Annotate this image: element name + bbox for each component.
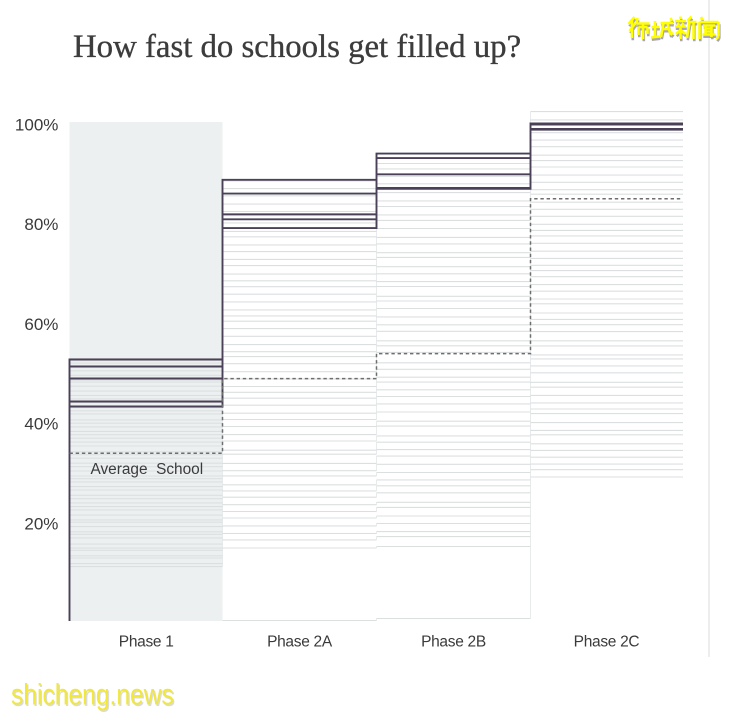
svg-text:Phase 2C: Phase 2C [574, 634, 640, 651]
svg-text:100%: 100% [15, 115, 58, 134]
svg-text:Phase 1: Phase 1 [119, 634, 174, 651]
svg-text:40%: 40% [24, 415, 58, 434]
svg-text:Average School: Average School [91, 461, 204, 478]
svg-text:60%: 60% [24, 315, 58, 334]
svg-text:Phase 2A: Phase 2A [267, 634, 333, 651]
svg-text:shicheng.news: shicheng.news [11, 677, 174, 711]
svg-text:20%: 20% [24, 515, 58, 534]
svg-text:Phase 2B: Phase 2B [421, 634, 486, 651]
svg-text:shicheng.news: shicheng.news [12, 679, 175, 713]
svg-text:How fast do schools get filled: How fast do schools get filled up? [73, 29, 521, 65]
svg-text:80%: 80% [24, 215, 58, 234]
